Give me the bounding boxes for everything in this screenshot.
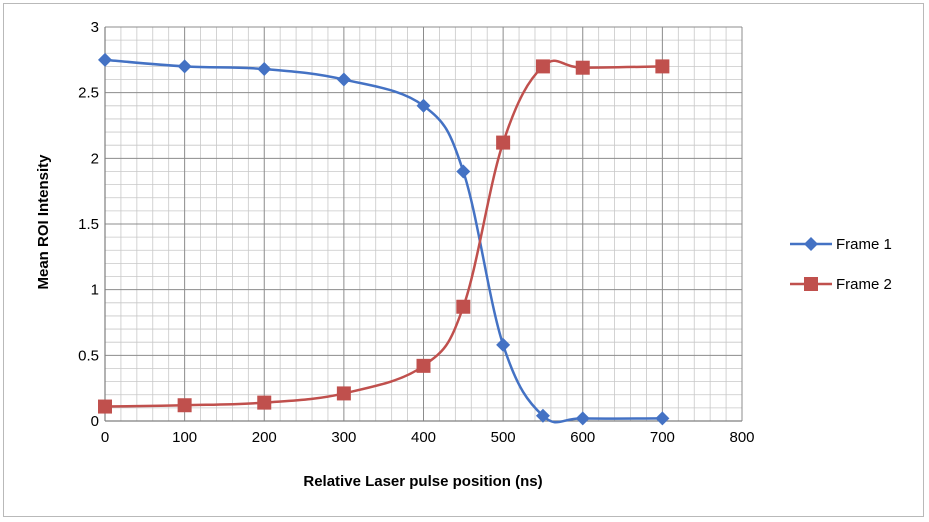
y-tick-label: 1 bbox=[91, 282, 99, 299]
x-tick-label: 600 bbox=[570, 429, 595, 446]
y-tick-label: 3 bbox=[91, 19, 99, 36]
chart-frame bbox=[3, 3, 924, 517]
x-tick-label: 700 bbox=[650, 429, 675, 446]
x-tick-label: 800 bbox=[729, 429, 754, 446]
y-tick-label: 2 bbox=[91, 150, 99, 167]
legend: Frame 1 Frame 2 bbox=[790, 236, 892, 293]
data-point bbox=[177, 398, 192, 413]
data-point bbox=[257, 62, 272, 77]
y-tick-label: 0.5 bbox=[78, 347, 99, 364]
data-point bbox=[535, 408, 550, 423]
legend-label: Frame 2 bbox=[836, 276, 892, 293]
data-point bbox=[416, 98, 431, 113]
data-point bbox=[456, 164, 471, 179]
y-tick-label: 0 bbox=[91, 413, 99, 430]
data-point bbox=[416, 358, 431, 373]
series-1 bbox=[98, 52, 670, 426]
data-point bbox=[575, 411, 590, 426]
series-2 bbox=[98, 59, 670, 414]
x-axis-title: Relative Laser pulse position (ns) bbox=[303, 473, 542, 490]
data-point bbox=[496, 337, 511, 352]
y-axis-title: Mean ROI Intensity bbox=[35, 154, 52, 290]
series-layer bbox=[98, 52, 670, 426]
y-tick-label: 1.5 bbox=[78, 216, 99, 233]
data-point bbox=[177, 59, 192, 74]
data-point bbox=[655, 411, 670, 426]
x-tick-label: 300 bbox=[331, 429, 356, 446]
x-tick-labels: 0 100 200 300 400 500 600 700 800 bbox=[101, 429, 755, 446]
x-tick-label: 200 bbox=[252, 429, 277, 446]
data-point bbox=[98, 399, 112, 414]
y-tick-labels: 0 0.5 1 1.5 2 2.5 3 bbox=[78, 19, 99, 430]
data-point bbox=[336, 386, 351, 401]
legend-item: Frame 1 bbox=[790, 236, 892, 253]
axes bbox=[104, 27, 742, 422]
data-point bbox=[535, 59, 550, 74]
data-point bbox=[257, 395, 272, 410]
x-tick-label: 100 bbox=[172, 429, 197, 446]
legend-label: Frame 1 bbox=[836, 236, 892, 253]
data-point bbox=[98, 52, 112, 67]
series-line bbox=[104, 58, 663, 424]
x-tick-label: 500 bbox=[491, 429, 516, 446]
data-point bbox=[456, 299, 471, 314]
series-line bbox=[104, 59, 663, 408]
legend-marker bbox=[804, 277, 818, 291]
data-point bbox=[655, 59, 670, 74]
data-point bbox=[575, 60, 590, 75]
y-tick-label: 2.5 bbox=[78, 85, 99, 102]
legend-marker bbox=[804, 237, 818, 251]
data-point bbox=[496, 135, 511, 150]
legend-item: Frame 2 bbox=[790, 276, 892, 293]
data-point bbox=[336, 72, 351, 87]
x-tick-label: 0 bbox=[101, 429, 109, 446]
x-tick-label: 400 bbox=[411, 429, 436, 446]
